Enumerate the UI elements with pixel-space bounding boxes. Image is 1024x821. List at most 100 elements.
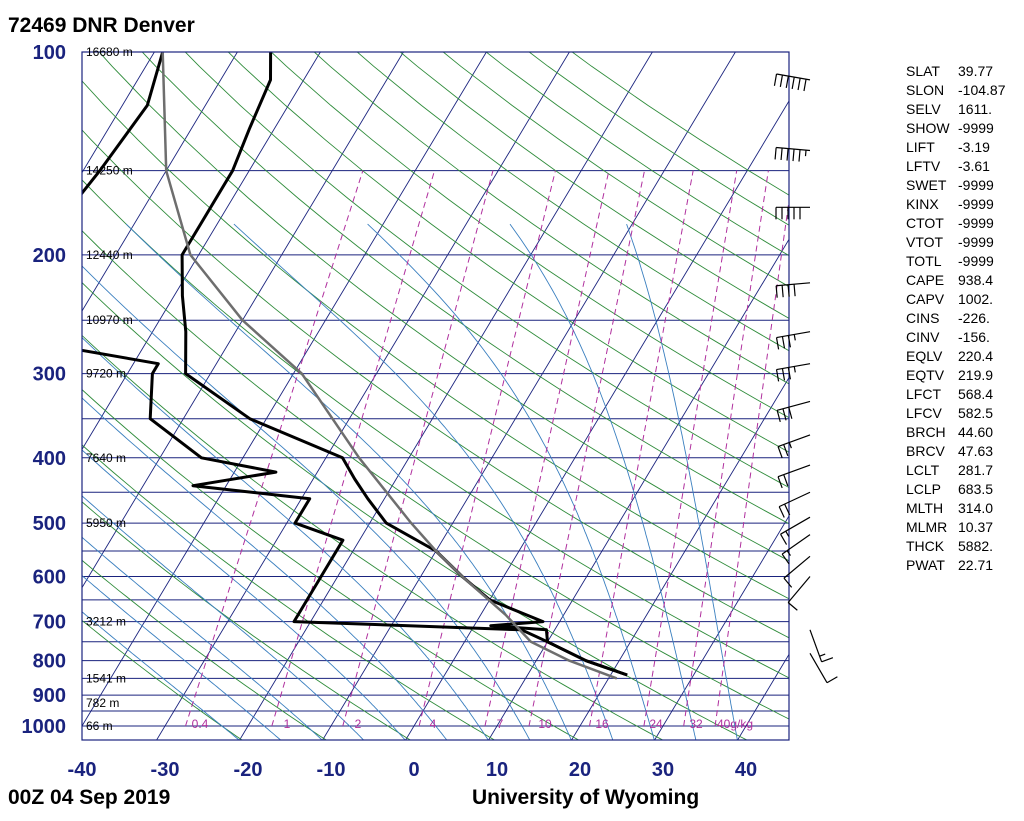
mixing-ratio-line — [185, 170, 364, 727]
dewpoint-profile — [82, 52, 628, 677]
index-value: 220.4 — [958, 348, 994, 364]
index-value: 10.37 — [958, 519, 994, 535]
index-value: 5882. — [958, 538, 994, 554]
mixing-ratio-line — [342, 170, 494, 727]
pressure-tick-label: 500 — [33, 513, 66, 535]
dry-adiabat — [82, 230, 789, 720]
moist-adiabat — [82, 575, 282, 740]
index-value: 1611. — [958, 101, 992, 117]
index-value: 683.5 — [958, 481, 994, 497]
moist-adiabat — [82, 449, 406, 740]
index-row: EQTV 219.9 — [906, 366, 1022, 385]
plot-frame — [81, 51, 790, 741]
index-row: BRCH 44.60 — [906, 423, 1022, 442]
temperature-tick-label: 10 — [486, 759, 508, 781]
wind-barb — [775, 282, 811, 298]
index-row: THCK 5882. — [906, 537, 1022, 556]
isotherm-line — [82, 52, 155, 174]
index-name: SHOW — [906, 120, 950, 136]
moist-adiabat — [82, 337, 489, 740]
mixing-ratio-label: 4 — [430, 717, 437, 731]
wind-barb — [776, 400, 811, 423]
mixing-ratio-line — [271, 170, 435, 727]
index-row: LFCT 568.4 — [906, 385, 1022, 404]
index-row: CINS -226. — [906, 309, 1022, 328]
mixing-ratio-label: 16 — [595, 717, 609, 731]
index-row: SLON -104.87 — [906, 81, 1022, 100]
index-name: MLMR — [906, 519, 948, 535]
moist-adiabat — [233, 223, 614, 740]
index-value: -9999 — [958, 196, 994, 212]
index-name: MLTH — [906, 500, 944, 516]
dry-adiabat — [82, 501, 411, 740]
wind-barb — [809, 652, 838, 684]
index-name: SELV — [906, 101, 941, 117]
index-value: 314.0 — [958, 500, 994, 516]
isotherm-line — [82, 52, 321, 451]
index-name: KINX — [906, 196, 939, 212]
index-name: LFCT — [906, 386, 941, 402]
index-row: CINV -156. — [906, 328, 1022, 347]
index-name: LCLP — [906, 481, 942, 497]
index-value: -156. — [958, 329, 990, 345]
mixing-ratio-label: 10 — [538, 717, 552, 731]
wind-barb — [787, 576, 811, 611]
index-value: 1002. — [958, 291, 994, 307]
isotherm-line — [488, 238, 789, 740]
height-label: 14250 m — [86, 164, 133, 178]
index-value: -226. — [958, 310, 990, 326]
index-value: -9999 — [958, 177, 994, 193]
mixing-ratio-line — [589, 170, 694, 727]
dry-adiabat — [313, 52, 789, 385]
index-name: LFTV — [906, 158, 941, 174]
dry-adiabat — [184, 52, 789, 489]
mixing-ratio-label: 0.4 — [192, 717, 209, 731]
index-name: SWET — [906, 177, 947, 193]
mixing-ratio-label: 2 — [355, 717, 362, 731]
temperature-tick-label: 40 — [735, 759, 757, 781]
pressure-tick-label: 200 — [33, 245, 66, 267]
pressure-tick-label: 100 — [33, 42, 66, 64]
isotherm-line — [239, 52, 653, 740]
index-value: -9999 — [958, 253, 994, 269]
station-title: 72469 DNR Denver — [8, 14, 195, 37]
moist-adiabat — [82, 495, 365, 740]
mixing-ratio-label: 40g/kg — [717, 717, 753, 731]
index-name: VTOT — [906, 234, 944, 250]
credit-label: University of Wyoming — [472, 786, 700, 809]
index-name: LIFT — [906, 139, 935, 155]
index-name: CINV — [906, 329, 940, 345]
index-row: CAPE 938.4 — [906, 271, 1022, 290]
index-value: -3.61 — [958, 158, 990, 174]
height-label: 782 m — [86, 696, 119, 710]
index-value: 47.63 — [958, 443, 994, 459]
pressure-tick-label: 400 — [33, 448, 66, 470]
index-name: TOTL — [906, 253, 942, 269]
moist-adiabat — [367, 223, 655, 740]
isotherm-line — [82, 52, 238, 312]
mixing-ratio-line — [714, 197, 789, 727]
index-name: CINS — [906, 310, 940, 326]
height-label: 66 m — [86, 719, 113, 733]
dry-adiabat — [82, 80, 789, 600]
index-value: 568.4 — [958, 386, 994, 402]
isotherm-line — [156, 52, 570, 740]
index-name: BRCV — [906, 443, 945, 459]
index-value: 44.60 — [958, 424, 994, 440]
wind-barb — [775, 363, 811, 382]
height-label: 10970 m — [86, 313, 133, 327]
wind-barb — [781, 534, 811, 565]
isotherm-line — [571, 376, 789, 740]
height-label: 9720 m — [86, 367, 126, 381]
pressure-tick-label: 700 — [33, 612, 66, 634]
pressure-tick-label: 600 — [33, 566, 66, 588]
index-row: MLTH 314.0 — [906, 499, 1022, 518]
wind-barb — [778, 491, 811, 518]
temperature-tick-label: -40 — [68, 759, 97, 781]
dry-adiabat — [141, 52, 789, 525]
height-label: 1541 m — [86, 671, 126, 685]
temperature-tick-label: -10 — [317, 759, 346, 781]
pressure-tick-label: 1000 — [22, 716, 67, 738]
index-row: MLMR 10.37 — [906, 518, 1022, 537]
